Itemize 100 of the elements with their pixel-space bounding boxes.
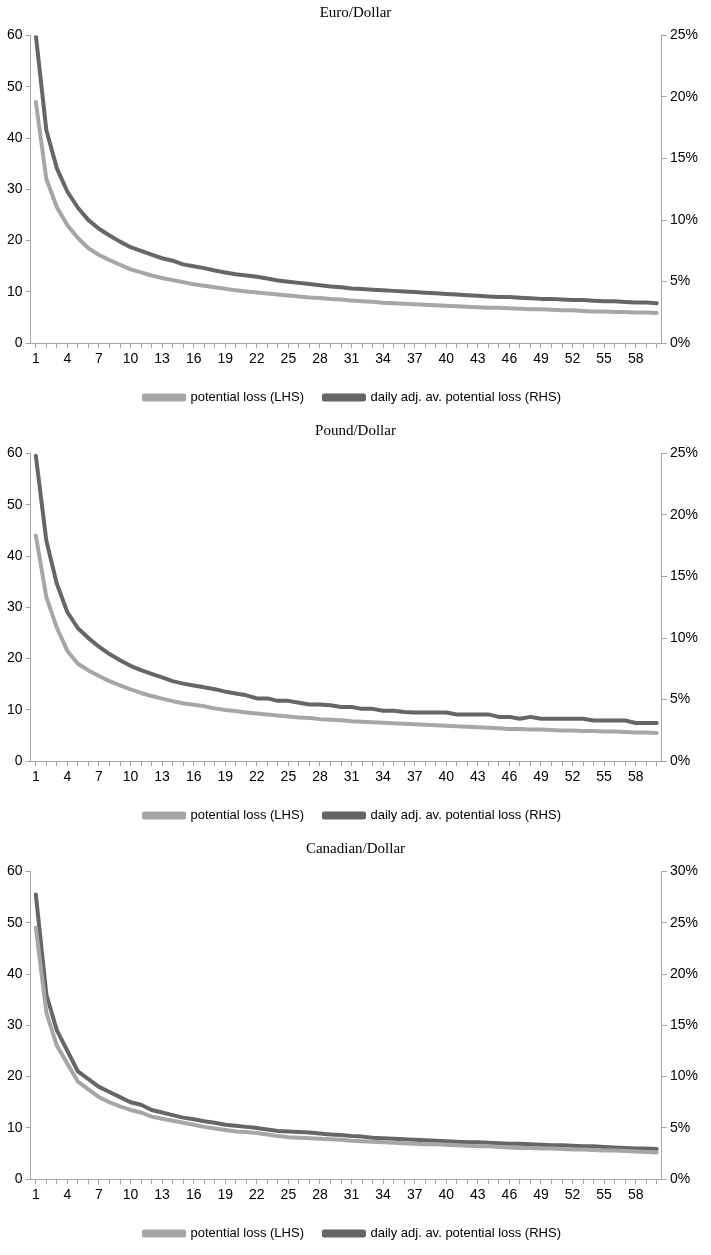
y2-tick-label: 25% xyxy=(669,913,699,930)
x-tick-label: 28 xyxy=(312,768,328,785)
y-tick-label: 50 xyxy=(6,913,23,930)
x-tick-label: 34 xyxy=(375,350,392,367)
x-tick-label: 49 xyxy=(533,350,549,367)
x-tick-label: 31 xyxy=(343,768,360,785)
y2-tick-label: 0% xyxy=(669,1170,691,1187)
x-tick-label: 52 xyxy=(564,768,581,785)
y2-tick-label: 5% xyxy=(669,1118,691,1135)
chart-title: Canadian/Dollar xyxy=(304,839,407,858)
x-tick-label: 19 xyxy=(217,1186,234,1203)
y-tick-label: 10 xyxy=(6,282,23,299)
y2-tick-label: 5% xyxy=(669,690,691,707)
x-tick-label: 58 xyxy=(627,1186,644,1203)
x-tick-label: 55 xyxy=(596,768,613,785)
y-tick-label: 50 xyxy=(6,77,23,94)
x-tick-label: 49 xyxy=(533,768,549,785)
x-tick-label: 37 xyxy=(406,768,423,785)
x-tick-label: 7 xyxy=(95,350,104,367)
x-tick-label: 55 xyxy=(596,1186,613,1203)
x-tick-label: 4 xyxy=(63,768,72,785)
x-tick-label: 37 xyxy=(406,1186,423,1203)
x-tick-label: 46 xyxy=(501,350,518,367)
y-tick-label: 0 xyxy=(14,752,23,769)
x-tick-label: 34 xyxy=(375,1186,392,1203)
x-tick-label: 16 xyxy=(185,350,202,367)
legend-label: daily adj. av. potential loss (RHS) xyxy=(370,389,561,405)
x-tick-label: 19 xyxy=(217,768,234,785)
y2-tick-label: 10% xyxy=(669,1067,699,1084)
x-tick-label: 25 xyxy=(280,1186,297,1203)
y2-tick-label: 15% xyxy=(669,1016,699,1033)
y-tick-label: 50 xyxy=(6,495,23,512)
x-tick-label: 49 xyxy=(533,1186,549,1203)
y-tick-label: 30 xyxy=(6,180,23,197)
y2-tick-label: 25% xyxy=(669,26,699,43)
legend-label: potential loss (LHS) xyxy=(190,807,304,823)
x-tick-label: 58 xyxy=(627,768,644,785)
y-tick-label: 30 xyxy=(6,598,23,615)
x-tick-label: 16 xyxy=(185,1186,202,1203)
y2-tick-label: 10% xyxy=(669,628,699,645)
x-tick-label: 22 xyxy=(249,1186,265,1203)
legend-label: potential loss (LHS) xyxy=(190,1225,304,1241)
x-tick-label: 1 xyxy=(31,1186,40,1203)
chart-title: Euro/Dollar xyxy=(318,3,393,22)
legend-label: potential loss (LHS) xyxy=(190,389,304,405)
x-tick-label: 1 xyxy=(31,350,40,367)
x-tick-label: 13 xyxy=(154,1186,171,1203)
x-tick-label: 40 xyxy=(438,350,455,367)
x-tick-label: 4 xyxy=(63,350,72,367)
x-tick-label: 13 xyxy=(154,350,171,367)
y2-tick-label: 15% xyxy=(669,567,699,584)
legend-label: daily adj. av. potential loss (RHS) xyxy=(370,807,561,823)
y2-tick-label: 20% xyxy=(669,87,699,104)
x-tick-label: 4 xyxy=(63,1186,72,1203)
x-tick-label: 55 xyxy=(596,350,613,367)
x-tick-label: 25 xyxy=(280,350,297,367)
x-tick-label: 40 xyxy=(438,1186,455,1203)
x-tick-label: 1 xyxy=(31,768,40,785)
x-tick-label: 46 xyxy=(501,1186,518,1203)
y-tick-label: 20 xyxy=(6,649,23,666)
y2-tick-label: 20% xyxy=(669,964,699,981)
y2-tick-label: 10% xyxy=(669,210,699,227)
y2-tick-label: 30% xyxy=(669,862,699,879)
y-tick-label: 40 xyxy=(6,128,23,145)
y-tick-label: 60 xyxy=(6,26,23,43)
y2-tick-label: 0% xyxy=(669,334,691,351)
x-tick-label: 7 xyxy=(95,768,104,785)
x-tick-label: 16 xyxy=(185,768,202,785)
x-tick-label: 43 xyxy=(470,350,486,367)
chart-title: Pound/Dollar xyxy=(314,421,397,440)
x-tick-label: 10 xyxy=(122,768,139,785)
x-tick-label: 25 xyxy=(280,768,297,785)
x-tick-label: 13 xyxy=(154,768,171,785)
y-tick-label: 10 xyxy=(6,1118,23,1135)
x-tick-label: 22 xyxy=(249,350,265,367)
y-tick-label: 0 xyxy=(14,334,23,351)
x-tick-label: 10 xyxy=(122,1186,139,1203)
x-tick-label: 37 xyxy=(406,350,423,367)
y-tick-label: 60 xyxy=(6,444,23,461)
y2-tick-label: 15% xyxy=(669,149,699,166)
x-tick-label: 52 xyxy=(564,1186,581,1203)
y-tick-label: 20 xyxy=(6,231,23,248)
x-tick-label: 31 xyxy=(343,1186,360,1203)
x-tick-label: 34 xyxy=(375,768,392,785)
y-tick-label: 40 xyxy=(6,546,23,563)
y-tick-label: 20 xyxy=(6,1067,23,1084)
y-tick-label: 30 xyxy=(6,1016,23,1033)
x-tick-label: 52 xyxy=(564,350,581,367)
x-tick-label: 43 xyxy=(470,768,486,785)
y-tick-label: 10 xyxy=(6,700,23,717)
x-tick-label: 40 xyxy=(438,768,455,785)
y-tick-label: 60 xyxy=(6,862,23,879)
x-tick-label: 10 xyxy=(122,350,139,367)
legend-label: daily adj. av. potential loss (RHS) xyxy=(370,1225,561,1241)
x-tick-label: 31 xyxy=(343,350,360,367)
y-tick-label: 0 xyxy=(14,1170,23,1187)
x-tick-label: 7 xyxy=(95,1186,104,1203)
y2-tick-label: 5% xyxy=(669,272,691,289)
x-tick-label: 43 xyxy=(470,1186,486,1203)
x-tick-label: 28 xyxy=(312,350,328,367)
